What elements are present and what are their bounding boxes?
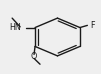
Text: O: O [31, 52, 37, 61]
Text: HN: HN [9, 23, 21, 32]
Text: F: F [90, 21, 94, 30]
